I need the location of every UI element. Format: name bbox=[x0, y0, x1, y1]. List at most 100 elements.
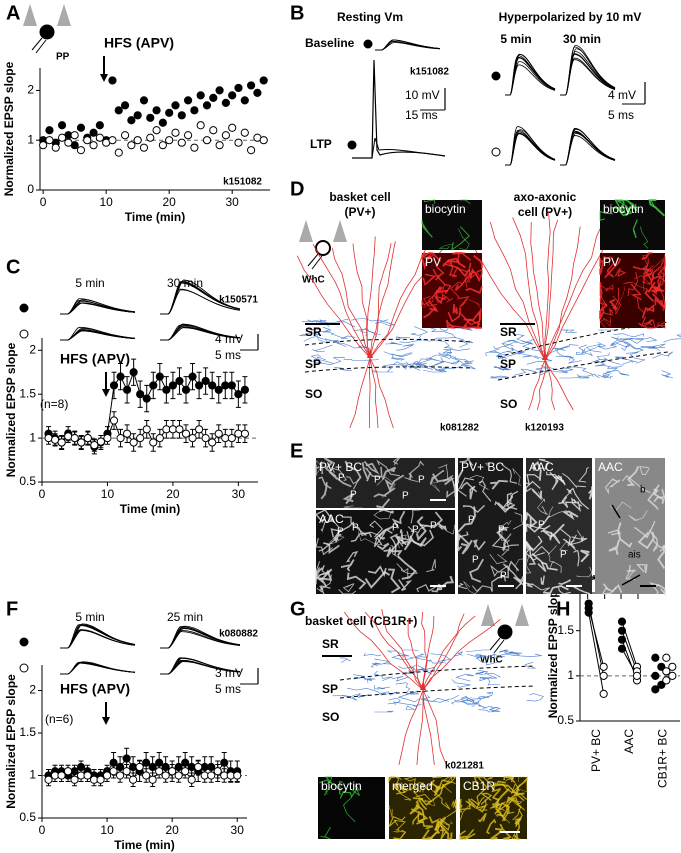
micrograph-texture bbox=[549, 471, 559, 491]
pointer-arrow bbox=[611, 504, 621, 519]
data-point bbox=[90, 441, 99, 450]
dendrite bbox=[544, 226, 581, 361]
micrograph-texture bbox=[320, 482, 328, 500]
layer-label: SR bbox=[305, 325, 322, 339]
micrograph-texture bbox=[650, 199, 656, 209]
data-point bbox=[240, 128, 249, 137]
micrograph-texture bbox=[388, 776, 395, 784]
axon bbox=[396, 336, 410, 340]
micrograph-texture bbox=[617, 522, 633, 548]
micrograph-texture bbox=[442, 257, 466, 269]
trace bbox=[352, 137, 446, 159]
bouton-label: P bbox=[538, 520, 545, 531]
data-point bbox=[44, 775, 53, 784]
micrograph-texture bbox=[461, 324, 483, 330]
micrograph-texture bbox=[394, 776, 402, 789]
axon bbox=[475, 671, 486, 675]
data-point bbox=[146, 113, 155, 122]
axon bbox=[493, 366, 512, 371]
axon bbox=[373, 670, 393, 682]
data-point bbox=[240, 429, 250, 438]
dendrite bbox=[544, 219, 559, 361]
micrograph-texture bbox=[469, 485, 476, 500]
micrograph-texture bbox=[459, 828, 475, 840]
data-point bbox=[162, 385, 171, 394]
trace bbox=[505, 129, 556, 166]
axon bbox=[626, 341, 655, 350]
micrograph-texture bbox=[422, 273, 437, 286]
micrograph-texture bbox=[613, 287, 620, 309]
micrograph-texture bbox=[472, 585, 493, 593]
micrograph-texture bbox=[610, 295, 622, 315]
layer-label: SO bbox=[500, 397, 517, 411]
data-point bbox=[57, 121, 67, 130]
micrograph-texture bbox=[356, 526, 381, 537]
micrograph-texture bbox=[403, 776, 416, 787]
micrograph-texture bbox=[525, 555, 532, 574]
micrograph-texture bbox=[423, 295, 438, 307]
micrograph-texture bbox=[319, 585, 331, 595]
data-point bbox=[133, 111, 142, 120]
micrograph-texture bbox=[432, 776, 442, 779]
axon bbox=[363, 652, 382, 657]
micrograph-texture bbox=[373, 510, 393, 520]
data-point bbox=[142, 394, 151, 403]
micrograph-texture bbox=[606, 262, 615, 278]
axon bbox=[479, 676, 500, 686]
axon bbox=[568, 366, 594, 378]
axon bbox=[391, 675, 409, 682]
axon bbox=[423, 369, 445, 373]
micrograph-texture bbox=[560, 528, 576, 549]
micrograph-texture bbox=[599, 210, 613, 221]
micrograph-texture bbox=[607, 529, 622, 536]
axon bbox=[661, 370, 673, 379]
x-tick-label: 30 bbox=[232, 487, 246, 501]
data-point bbox=[181, 767, 190, 776]
micrograph-texture bbox=[441, 776, 453, 793]
trace bbox=[560, 135, 616, 166]
data-point bbox=[139, 143, 149, 152]
micrograph-texture bbox=[542, 585, 569, 595]
micrograph-texture bbox=[459, 311, 481, 326]
micrograph-texture bbox=[416, 584, 438, 593]
stain-label: CB1R bbox=[463, 779, 495, 793]
micrograph-texture bbox=[465, 285, 483, 295]
micrograph-texture bbox=[393, 826, 402, 833]
data-point bbox=[115, 771, 125, 780]
data-point bbox=[116, 372, 125, 381]
axon bbox=[613, 333, 645, 337]
data-point bbox=[617, 617, 627, 626]
micrograph-texture bbox=[449, 264, 470, 278]
axon bbox=[490, 375, 509, 379]
axon bbox=[526, 355, 553, 365]
micrograph-texture bbox=[542, 523, 565, 538]
data-point bbox=[215, 141, 224, 150]
dendrite bbox=[369, 357, 379, 429]
micrograph-texture bbox=[408, 460, 425, 478]
micrograph-texture bbox=[608, 478, 621, 488]
micrograph-texture bbox=[625, 564, 636, 581]
micrograph-texture bbox=[525, 515, 550, 533]
micrograph-texture bbox=[503, 784, 528, 801]
axon bbox=[440, 357, 460, 365]
data-point bbox=[83, 771, 92, 780]
layer-boundary bbox=[339, 665, 536, 681]
axon bbox=[400, 363, 420, 370]
micrograph-texture bbox=[343, 505, 363, 509]
x-axis-title: Time (min) bbox=[114, 838, 174, 852]
data-point bbox=[146, 133, 155, 142]
micrograph-texture bbox=[421, 829, 440, 840]
data-point bbox=[657, 680, 666, 689]
pair-line bbox=[588, 607, 605, 667]
data-point bbox=[103, 433, 112, 443]
y-tick-label: 1 bbox=[567, 668, 574, 682]
micrograph-texture bbox=[446, 480, 456, 499]
axon bbox=[492, 652, 523, 656]
data-point bbox=[83, 136, 92, 145]
data-point bbox=[161, 771, 170, 780]
micrograph bbox=[422, 200, 482, 250]
axon bbox=[555, 347, 566, 356]
image-label: AAC bbox=[529, 460, 554, 474]
micrograph-texture bbox=[603, 307, 614, 316]
micrograph-texture bbox=[642, 255, 649, 267]
